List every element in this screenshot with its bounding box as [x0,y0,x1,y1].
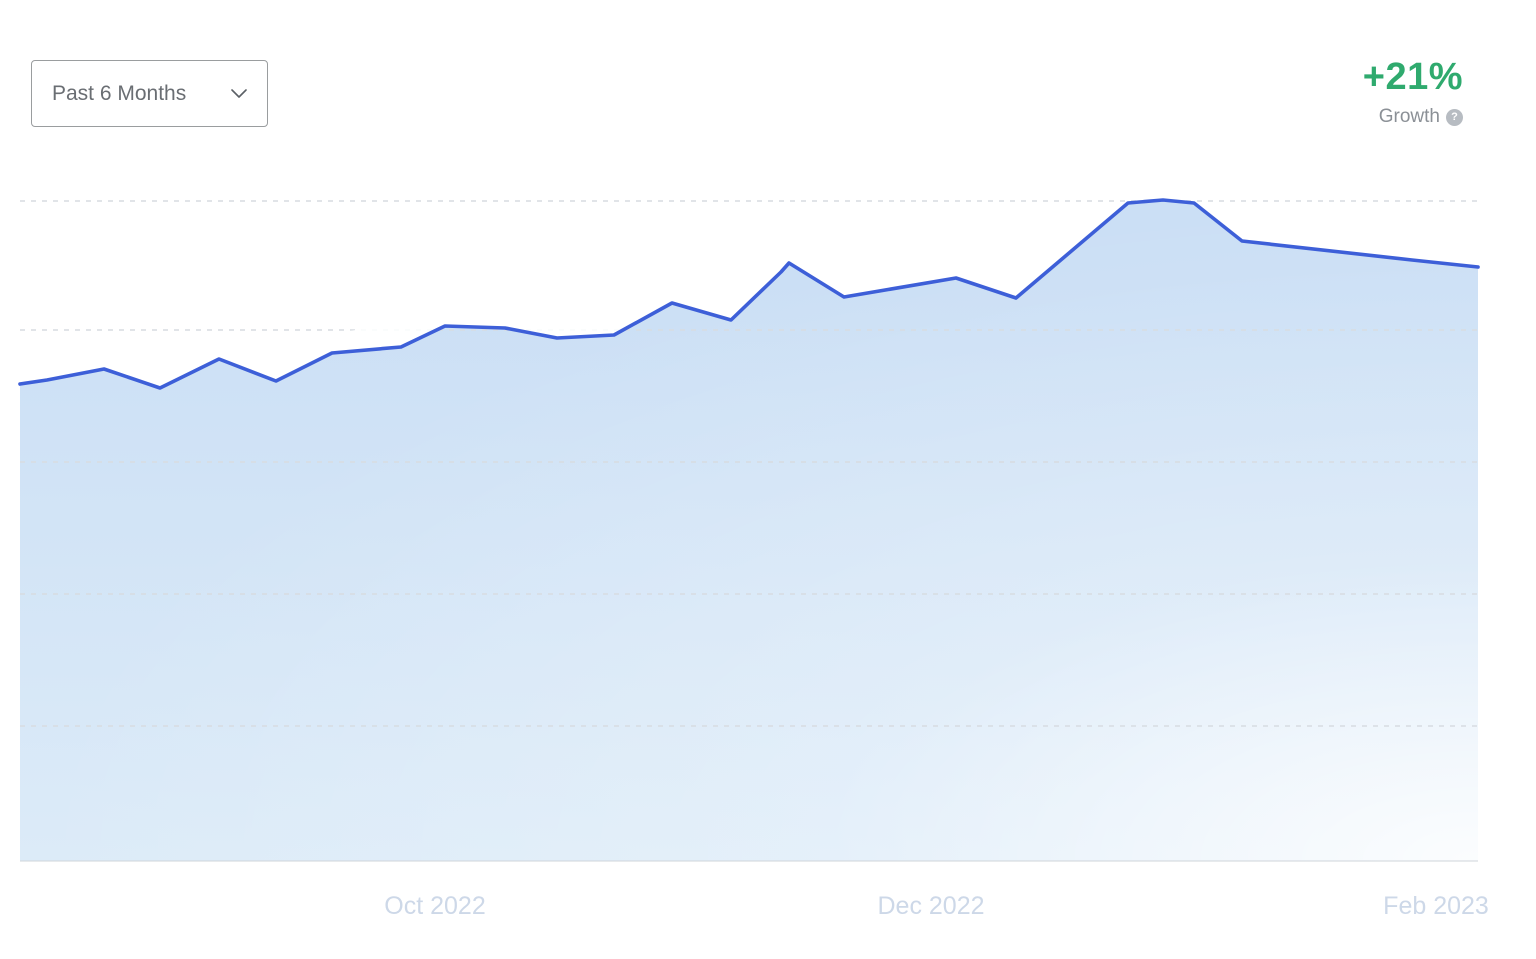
svg-text:Dec 2022: Dec 2022 [877,892,984,920]
svg-text:Oct 2022: Oct 2022 [384,892,485,920]
svg-text:Feb 2023: Feb 2023 [1383,892,1489,920]
